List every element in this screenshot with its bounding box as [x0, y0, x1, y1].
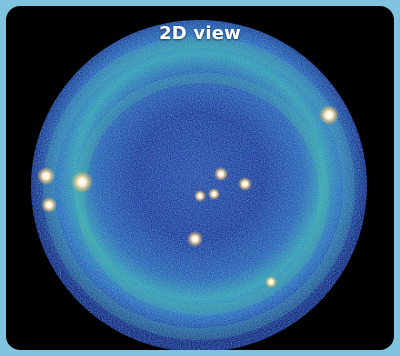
bright-spot-icon [265, 276, 277, 288]
bright-spot-icon [214, 167, 228, 181]
bright-spot-icon [41, 197, 57, 213]
bright-spot-icon [37, 167, 55, 185]
speckle-texture [31, 20, 367, 350]
bright-spot-icon [194, 190, 206, 202]
bright-spot-icon [238, 177, 252, 191]
outer-ring [43, 36, 355, 340]
inner-ring [75, 73, 329, 315]
bright-spot-icon [319, 105, 339, 125]
bright-spot-icon [187, 231, 203, 247]
image-frame: 2D view [6, 6, 394, 350]
bright-spot-icon [71, 171, 93, 193]
bright-spots [37, 105, 339, 288]
view-title: 2D view [159, 23, 241, 44]
bright-spot-icon [208, 188, 220, 200]
detector-image [31, 20, 367, 350]
